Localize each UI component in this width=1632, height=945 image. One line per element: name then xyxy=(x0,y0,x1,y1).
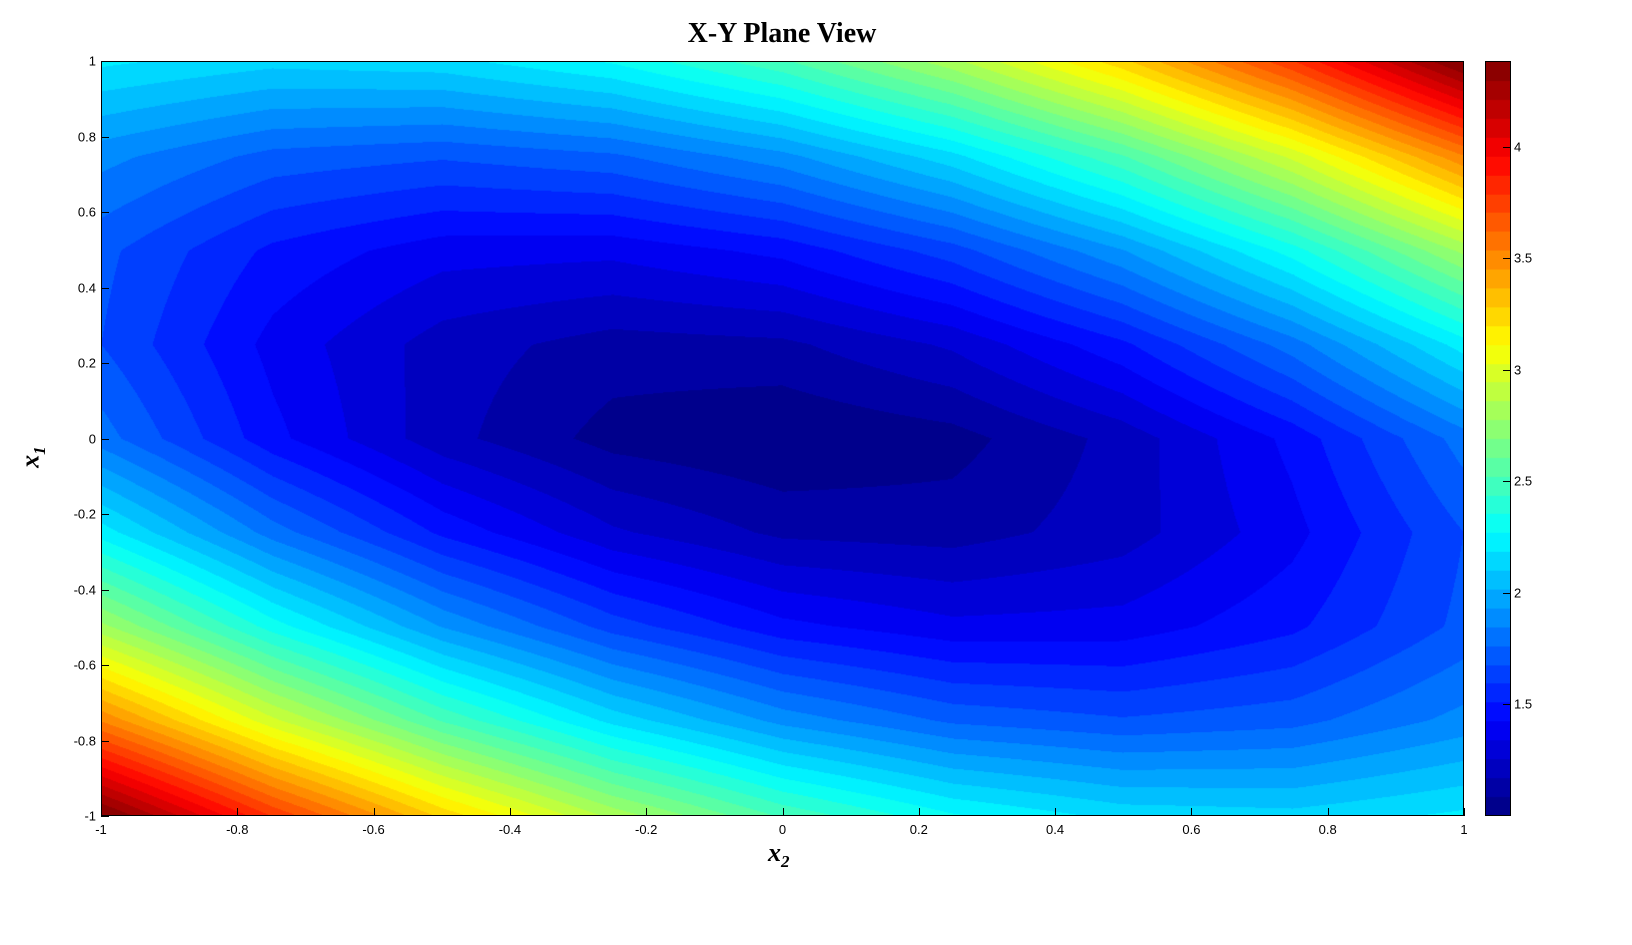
y-tick-mark xyxy=(101,514,109,515)
colorbar-tick-mark xyxy=(1503,704,1511,706)
x-axis-label-sub: 2 xyxy=(781,852,790,872)
y-tick-mark xyxy=(101,816,109,817)
y-tick-label: -1 xyxy=(84,808,96,824)
colorbar-tick-label: 1.5 xyxy=(1514,696,1533,712)
x-tick-mark xyxy=(782,808,784,816)
y-tick-label: 0.6 xyxy=(77,204,96,220)
x-tick-label: -0.4 xyxy=(498,822,522,837)
plot-area xyxy=(101,61,1464,816)
x-tick-mark xyxy=(237,808,239,816)
y-tick-mark xyxy=(101,589,109,591)
x-tick-label: 0.6 xyxy=(1182,822,1201,837)
y-tick-mark xyxy=(101,438,109,440)
x-tick-label: -0.2 xyxy=(634,822,658,837)
y-tick-label: -0.4 xyxy=(73,582,96,597)
x-tick-mark xyxy=(918,808,920,816)
x-tick-mark xyxy=(1191,808,1193,816)
y-tick-mark xyxy=(101,363,109,364)
x-axis-label-text: x xyxy=(768,838,781,867)
colorbar-tick-mark xyxy=(1503,369,1511,371)
y-axis-label-sub: 1 xyxy=(29,446,49,455)
colorbar-tick-mark xyxy=(1503,592,1511,594)
x-tick-label: 0 xyxy=(778,822,787,837)
y-tick-label: 1 xyxy=(88,53,96,69)
x-tick-mark xyxy=(509,808,511,816)
y-tick-label: -0.6 xyxy=(73,657,96,673)
x-tick-label: 0.8 xyxy=(1318,822,1337,837)
colorbar-tick-label: 4 xyxy=(1514,139,1522,155)
heatmap-surface xyxy=(102,62,1463,815)
colorbar-tick-label: 3 xyxy=(1514,362,1522,378)
x-tick-mark xyxy=(1464,808,1465,816)
colorbar-tick-label: 3.5 xyxy=(1514,250,1533,266)
colorbar-gradient xyxy=(1486,62,1510,815)
y-tick-mark xyxy=(101,665,109,666)
x-tick-mark xyxy=(1055,808,1057,816)
colorbar-tick-label: 2.5 xyxy=(1514,473,1533,489)
y-tick-label: 0.2 xyxy=(77,355,96,371)
chart-title: X-Y Plane View xyxy=(687,18,877,49)
colorbar-tick-mark xyxy=(1503,146,1511,148)
x-tick-label: 0.4 xyxy=(1046,822,1065,837)
x-tick-mark xyxy=(646,808,648,816)
x-tick-label: 0.2 xyxy=(909,822,928,837)
y-tick-label: -0.2 xyxy=(73,506,96,522)
colorbar-tick-mark xyxy=(1503,258,1511,260)
x-tick-label: 1 xyxy=(1460,822,1468,837)
y-tick-mark xyxy=(101,740,109,742)
y-tick-mark xyxy=(101,136,109,138)
x-tick-mark xyxy=(1327,808,1329,816)
x-tick-label: -0.6 xyxy=(362,822,385,837)
y-tick-mark xyxy=(101,212,109,213)
colorbar-tick-mark xyxy=(1503,481,1511,483)
y-tick-label: -0.8 xyxy=(73,733,96,748)
y-tick-label: 0.4 xyxy=(77,280,96,295)
x-axis-label: x2 xyxy=(768,838,790,872)
x-tick-mark xyxy=(101,808,102,816)
y-axis-label: x1 xyxy=(16,446,50,468)
y-tick-mark xyxy=(101,61,109,62)
y-tick-label: 0.8 xyxy=(77,129,96,144)
x-tick-mark xyxy=(373,808,375,816)
y-axis-label-text: x xyxy=(15,454,45,468)
x-tick-label: -1 xyxy=(95,822,107,837)
x-tick-label: -0.8 xyxy=(226,822,249,837)
y-tick-mark xyxy=(101,287,109,289)
colorbar-tick-label: 2 xyxy=(1514,585,1522,601)
y-tick-label: 0 xyxy=(88,431,96,446)
colorbar xyxy=(1485,61,1511,816)
